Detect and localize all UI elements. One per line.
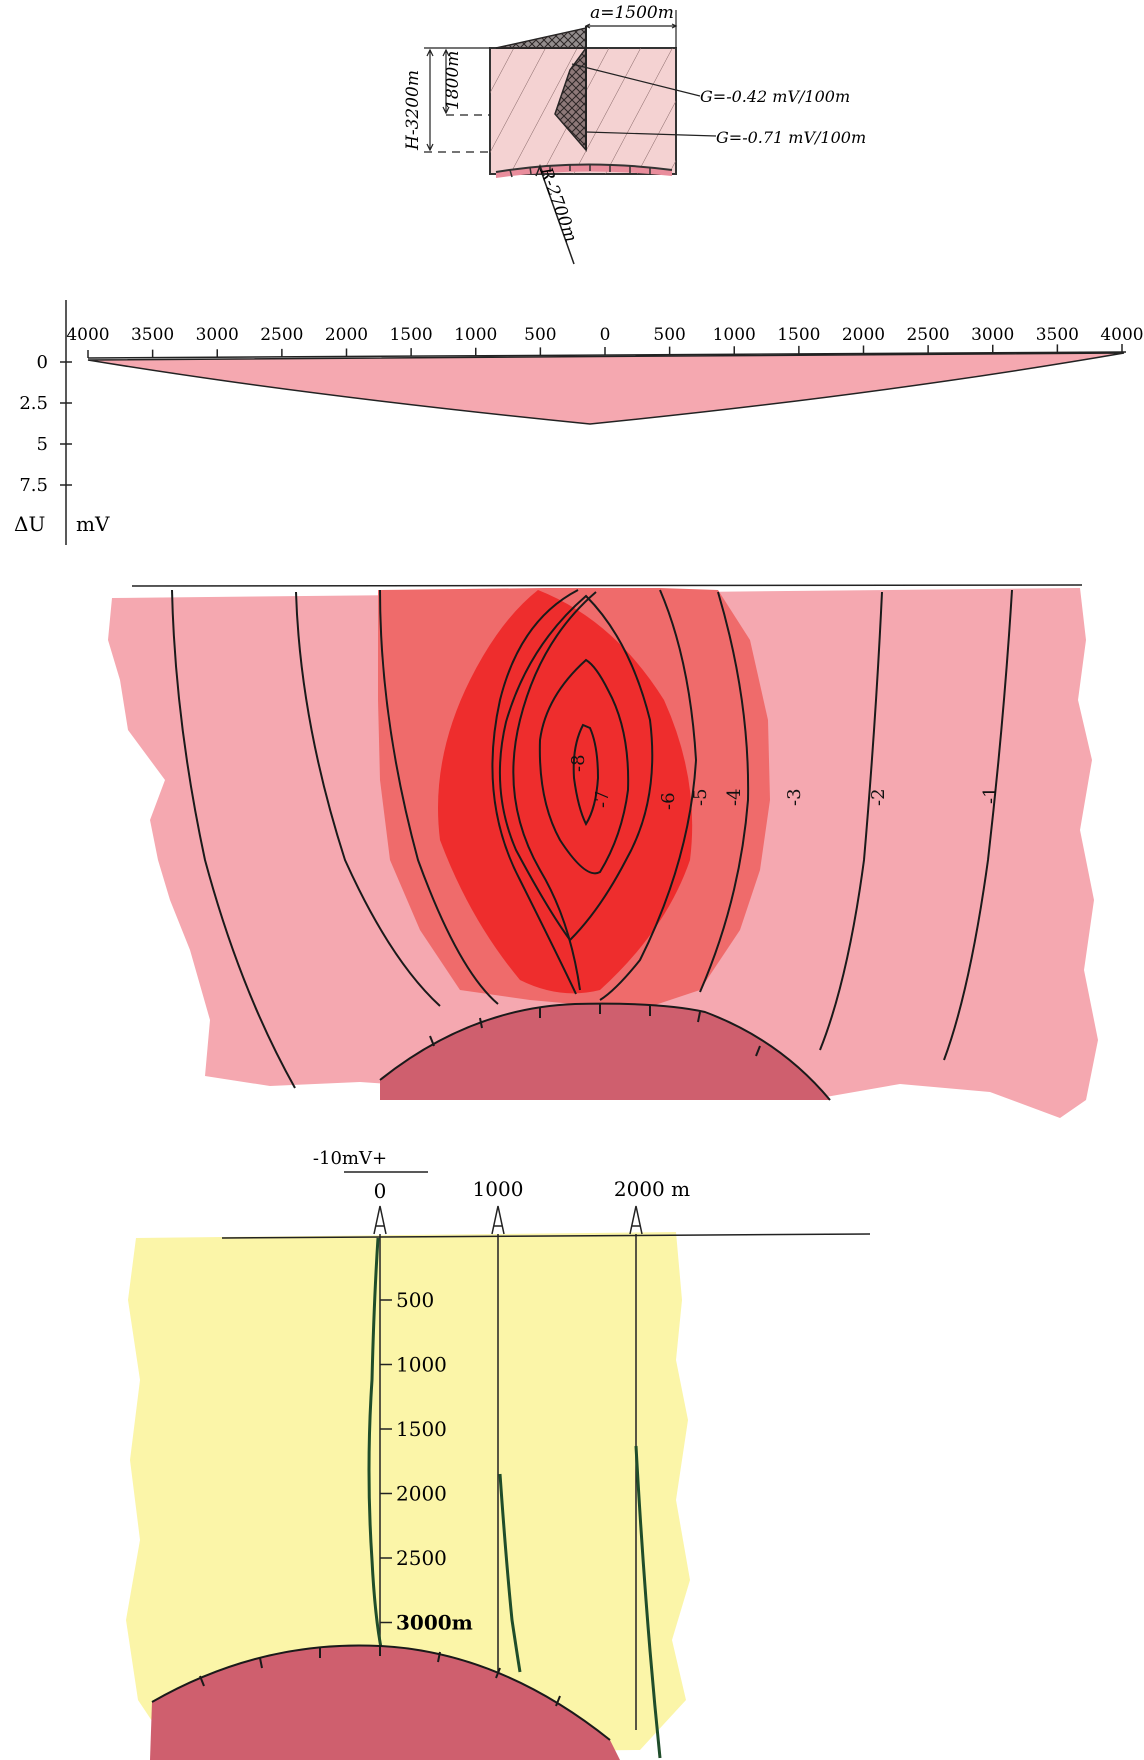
x-tick-label: 4000	[66, 325, 109, 345]
gradient-lower-label: G=-0.71 mV/100m	[716, 128, 866, 147]
log-curve-well-1000	[498, 1473, 522, 1673]
x-tick-label: 3000	[196, 325, 239, 345]
y-tick-label: 7.5	[19, 475, 48, 496]
contour-lines	[171, 589, 1013, 1089]
x-tick-label: 0	[600, 325, 611, 345]
x-tick-label: 500	[524, 325, 556, 345]
dome-ticks	[429, 1004, 761, 1057]
depth-tick-label: 1000	[396, 1353, 447, 1377]
contour-label: -6	[658, 792, 679, 810]
contour-labels: -8-7 -6 -5 -4 -3 -2 -1	[568, 754, 1001, 810]
contour-label: -7	[592, 790, 613, 808]
contour-label: -3	[784, 788, 805, 806]
x-tick-label: 500	[653, 325, 685, 345]
y-axis-symbol: ΔU	[14, 512, 45, 536]
profile-curve	[87, 352, 1125, 425]
x-tick-label: 2000	[842, 325, 885, 345]
log-curve-well-2000	[634, 1445, 662, 1759]
well-label-0: 0	[374, 1179, 387, 1203]
depth-tick-label: 2500	[396, 1546, 447, 1570]
well-section: -10mV+ 0 1000 2000 m 500 1000 1500 2000 2500…	[126, 1148, 871, 1760]
contour-label: -1	[980, 786, 1001, 804]
depth-tick-label: 2000	[396, 1482, 447, 1506]
boreholes	[379, 1234, 637, 1730]
gradient-upper-label: G=-0.42 mV/100m	[700, 87, 850, 106]
contour-label: -5	[690, 788, 711, 806]
y-axis-unit: mV	[76, 512, 110, 536]
x-tick-label: 4000	[1100, 325, 1143, 345]
well-surface-line	[221, 1233, 871, 1239]
x-tick-label: 2500	[906, 325, 949, 345]
well-label-2000: 2000 m	[614, 1177, 690, 1201]
x-tick-label: 3500	[1036, 325, 1079, 345]
contour-label: -2	[868, 788, 889, 806]
profile-x-ticks: 4000 3500 3000 2500 2000 1500 1000 500 0 500 1000 1…	[66, 325, 1144, 358]
x-tick-label: 1000	[454, 325, 497, 345]
well-background	[126, 1232, 690, 1754]
contour-map: -8-7 -6 -5 -4 -3 -2 -1	[108, 584, 1098, 1118]
y-tick-label: 0	[37, 352, 48, 373]
dome-body	[380, 1003, 830, 1100]
width-label: a=1500m	[590, 3, 674, 23]
depth-tick-label: 3000m	[396, 1611, 473, 1635]
dome-outline	[379, 1002, 831, 1101]
scale-label: -10mV+	[313, 1148, 387, 1169]
model-sketch: a=1500m H-3200m 1800m R-2700m G=-0.42 mV…	[403, 3, 866, 265]
y-tick-label: 2.5	[19, 393, 48, 414]
well-derricks	[373, 1205, 643, 1235]
well-dome-body	[150, 1645, 620, 1760]
x-tick-label: 1500	[777, 325, 820, 345]
profile-x-axis	[87, 351, 1127, 359]
radius-label: R-2700m	[535, 164, 581, 245]
depth-h-label: H-3200m	[403, 70, 423, 151]
depth-ticks: 500 1000 1500 2000 2500 3000m	[380, 1288, 473, 1635]
x-tick-label: 3000	[971, 325, 1014, 345]
contour-label: -8	[568, 754, 589, 772]
y-tick-label: 5	[37, 434, 48, 455]
depth-mid-label: 1800m	[443, 51, 463, 110]
x-tick-label: 3500	[131, 325, 174, 345]
contour-label: -4	[724, 788, 745, 806]
well-dome-ticks	[199, 1646, 561, 1707]
profile-y-ticks: 0 2.5 5 7.5	[19, 352, 72, 496]
x-tick-label: 2500	[260, 325, 303, 345]
depth-tick-label: 500	[396, 1288, 434, 1312]
x-tick-label: 1000	[713, 325, 756, 345]
surface-line	[131, 584, 1083, 587]
well-label-1000: 1000	[473, 1177, 524, 1201]
x-tick-label: 2000	[325, 325, 368, 345]
x-tick-label: 1500	[389, 325, 432, 345]
depth-tick-label: 1500	[396, 1417, 447, 1441]
profile-plot: 4000 3500 3000 2500 2000 1500 1000 500 0 500 1000 1…	[14, 300, 1144, 545]
